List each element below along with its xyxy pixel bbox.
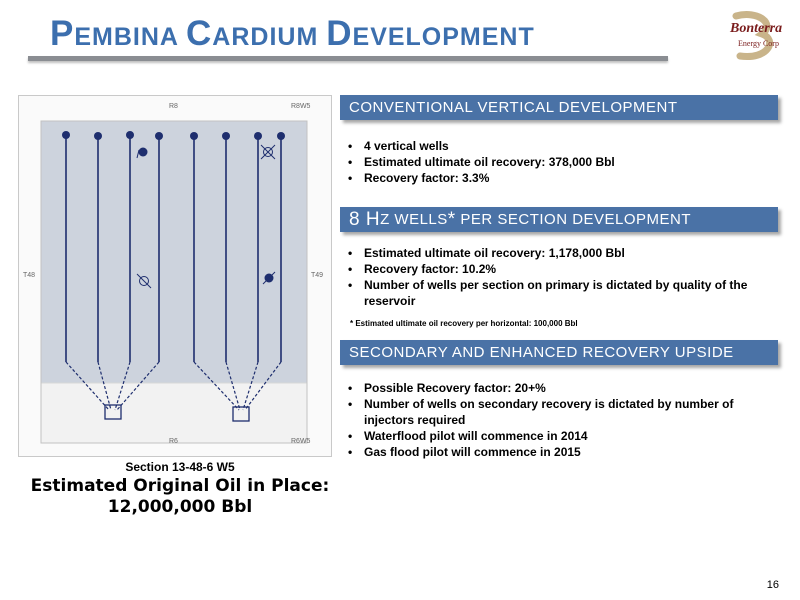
list-item: Estimated ultimate oil recovery: 1,178,0…: [348, 245, 778, 261]
map-label-top-right: R8W5: [291, 103, 311, 110]
abandoned-well-icon: [260, 144, 276, 160]
page-number: 16: [766, 579, 779, 591]
footnote: * Estimated ultimate oil recovery per ho…: [350, 319, 578, 328]
title-rest-3: EVELOPMENT: [352, 23, 535, 51]
title-underline: [28, 56, 668, 61]
map-label-bottom-left: R6: [169, 438, 178, 445]
bonterra-logo: Bonterra Energy Corp: [718, 10, 784, 62]
heading-rest: PER SECTION DEVELOPMENT: [455, 211, 692, 228]
logo-tagline: Energy Corp: [738, 39, 779, 48]
list-item: Recovery factor: 3.3%: [348, 170, 778, 186]
list-item: Number of wells per section on primary i…: [348, 277, 778, 309]
bullets-vertical: 4 vertical wells Estimated ultimate oil …: [348, 138, 778, 186]
list-item: Possible Recovery factor: 20+%: [348, 380, 778, 396]
horizontal-wells: [65, 135, 282, 362]
heading-small: Z WELLS: [380, 211, 448, 228]
page-title: PEMBINA CARDIUM DEVELOPMENT: [50, 14, 535, 54]
section-caption: Section 13-48-6 W5: [125, 460, 235, 474]
list-item: Recovery factor: 10.2%: [348, 261, 778, 277]
ooip-caption: Estimated Original Oil in Place: 12,000,…: [30, 476, 330, 518]
ooip-label: Estimated Original Oil in Place:: [30, 476, 330, 496]
list-item: Number of wells on secondary recovery is…: [348, 396, 778, 428]
well-heads: [62, 131, 285, 140]
list-item: Waterflood pilot will commence in 2014: [348, 428, 778, 444]
logo-emblem-icon: Bonterra Energy Corp: [729, 11, 782, 60]
map-label-right: T49: [311, 272, 323, 279]
dry-well-icon: [136, 273, 152, 289]
oil-well-icon: [262, 271, 276, 285]
title-initial-3: D: [326, 14, 353, 53]
title-initial-2: C: [186, 14, 213, 53]
section-heading-secondary: SECONDARY AND ENHANCED RECOVERY UPSIDE: [340, 340, 778, 365]
surface-pad-2: [232, 406, 250, 422]
map-label-left: T48: [23, 272, 35, 279]
section-map: R8 R8W5 T48 T49 R6 R6W5: [18, 95, 332, 457]
bullets-horizontal: Estimated ultimate oil recovery: 1,178,0…: [348, 245, 778, 309]
heading-num: 8 H: [349, 208, 381, 230]
map-label-bottom-right: R6W5: [291, 438, 311, 445]
list-item: 4 vertical wells: [348, 138, 778, 154]
surface-pad-1: [104, 404, 122, 420]
title-initial-1: P: [50, 14, 75, 53]
title-rest-1: EMBINA: [74, 23, 179, 51]
bullets-secondary: Possible Recovery factor: 20+% Number of…: [348, 380, 778, 460]
section-heading-vertical: CONVENTIONAL VERTICAL DEVELOPMENT: [340, 95, 778, 120]
ooip-value: 12,000,000 Bbl: [107, 497, 253, 517]
heading-star: *: [447, 208, 456, 230]
well-layout-diagram: R8 R8W5 T48 T49 R6 R6W5: [23, 103, 323, 445]
well-laterals: [65, 361, 282, 411]
section-area: [41, 121, 307, 383]
list-item: Gas flood pilot will commence in 2015: [348, 444, 778, 460]
list-item: Estimated ultimate oil recovery: 378,000…: [348, 154, 778, 170]
title-rest-2: ARDIUM: [212, 23, 319, 51]
vertical-well-icon: [136, 147, 148, 159]
logo-name: Bonterra: [729, 21, 782, 36]
map-label-top-left: R8: [169, 103, 178, 110]
lower-section-area: [40, 382, 308, 444]
